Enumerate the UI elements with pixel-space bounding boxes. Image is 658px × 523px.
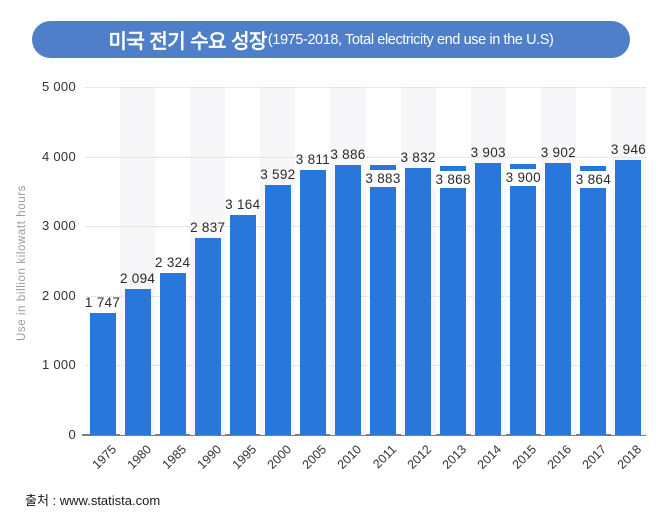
- x-tick-label: 2014: [474, 442, 505, 472]
- bar: [475, 163, 502, 435]
- bar-value-label: 3 868: [432, 170, 474, 188]
- bar: [545, 163, 572, 435]
- bar-value-label: 3 903: [470, 145, 506, 161]
- bar-value-label: 3 832: [400, 150, 436, 166]
- x-tick-label: 2016: [544, 442, 575, 472]
- chart-title-main: 미국 전기 수요 성장: [108, 31, 268, 53]
- title-banner: 미국 전기 수요 성장 (1975-2018, Total electricity…: [32, 21, 630, 58]
- gridline: [85, 226, 646, 228]
- x-tick-label: 2017: [580, 442, 610, 472]
- bar-value-label: 3 864: [572, 171, 615, 189]
- bar-value-label: 3 592: [260, 166, 296, 182]
- y-tick-label: 1 000: [41, 357, 76, 373]
- plot-area: 1 747 2 094 2 324 2 837 3 164 3 592 3 811 3 886…: [82, 87, 647, 436]
- bar: [89, 313, 116, 435]
- y-axis-title: Use in billion kilowatt hours: [16, 184, 28, 342]
- gridline: [85, 156, 646, 158]
- bar: [229, 214, 256, 435]
- y-tick-label: 4 000: [41, 148, 76, 164]
- bar-value-label: 1 747: [84, 295, 121, 311]
- bar-value-label: 2 837: [190, 219, 226, 235]
- x-tick-label: 2000: [264, 442, 295, 472]
- gridline: [85, 87, 646, 88]
- bar: [264, 185, 291, 435]
- y-tick-label: 0: [68, 427, 76, 442]
- bar-value-label: 2 094: [119, 271, 156, 287]
- bar-value-label: 3 902: [540, 145, 576, 161]
- gridline: [85, 365, 646, 367]
- bar-value-label: 3 164: [225, 196, 261, 212]
- bar: [194, 237, 221, 435]
- bar-value-label: 3 946: [610, 142, 647, 158]
- y-tick-label: 3 000: [41, 218, 76, 234]
- x-tick-label: 1975: [89, 442, 119, 472]
- bar: [440, 165, 467, 435]
- x-tick-label: 2015: [509, 442, 540, 472]
- bar-value-label: 3 883: [362, 169, 404, 187]
- bar: [334, 164, 361, 435]
- bar-value-label: 3 811: [295, 151, 331, 167]
- x-axis-line: [82, 434, 646, 436]
- bar: [124, 289, 151, 435]
- source-text: 출처 : www.statista.com: [25, 493, 161, 508]
- bar-value-label: 2 324: [155, 255, 191, 271]
- x-tick-label: 1995: [229, 442, 259, 472]
- y-tick-label: 5 000: [41, 79, 76, 94]
- bar: [580, 166, 607, 435]
- x-tick-label: 2012: [404, 442, 435, 472]
- chart-title-subtitle: (1975-2018, Total electricity end use in…: [267, 31, 554, 48]
- bar: [405, 168, 432, 435]
- bar-value-label: 3 900: [502, 168, 544, 186]
- x-tick-label: 1990: [194, 442, 224, 472]
- x-tick-label: 2018: [615, 442, 645, 472]
- x-tick-label: 2011: [370, 442, 400, 472]
- y-tick-label: 2 000: [41, 287, 76, 303]
- bar: [299, 169, 326, 435]
- x-tick-label: 1985: [159, 442, 189, 472]
- x-tick-label: 2005: [299, 442, 330, 472]
- bar: [510, 163, 537, 435]
- bar: [615, 160, 642, 435]
- bar-value-label: 3 886: [330, 146, 366, 162]
- bar: [159, 273, 186, 435]
- bar: [370, 164, 397, 435]
- x-tick-label: 2010: [334, 442, 365, 472]
- x-tick-label: 1980: [124, 442, 154, 472]
- x-tick-label: 2013: [439, 442, 470, 472]
- gridline: [85, 295, 646, 297]
